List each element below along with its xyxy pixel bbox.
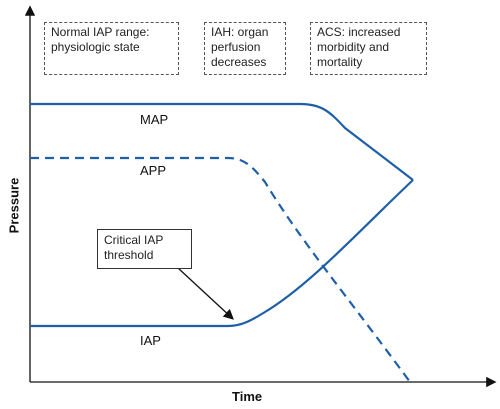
app-label: APP: [140, 163, 167, 178]
phase-normal-text: Normal IAP range: physiologic state: [51, 25, 150, 54]
phase-box-iah: IAH: organ perfusion decreases: [204, 22, 286, 75]
map-label: MAP: [140, 112, 169, 127]
iap-curve: [30, 179, 414, 328]
callout-arrow: [177, 267, 234, 320]
phase-acs-text: ACS: increased morbidity and mortality: [317, 25, 401, 69]
x-axis-label: Time: [232, 389, 263, 404]
callout-text: Critical IAP threshold: [104, 233, 164, 262]
map-curve: [30, 102, 414, 181]
phase-iah-text: IAH: organ perfusion decreases: [211, 25, 269, 69]
iap-label: IAP: [140, 333, 161, 348]
y-axis-label: Pressure: [6, 177, 22, 234]
phase-box-normal: Normal IAP range: physiologic state: [44, 22, 179, 75]
phase-box-acs: ACS: increased morbidity and mortality: [310, 22, 427, 75]
app-curve: [30, 156, 411, 383]
critical-threshold-callout: Critical IAP threshold: [97, 229, 192, 269]
